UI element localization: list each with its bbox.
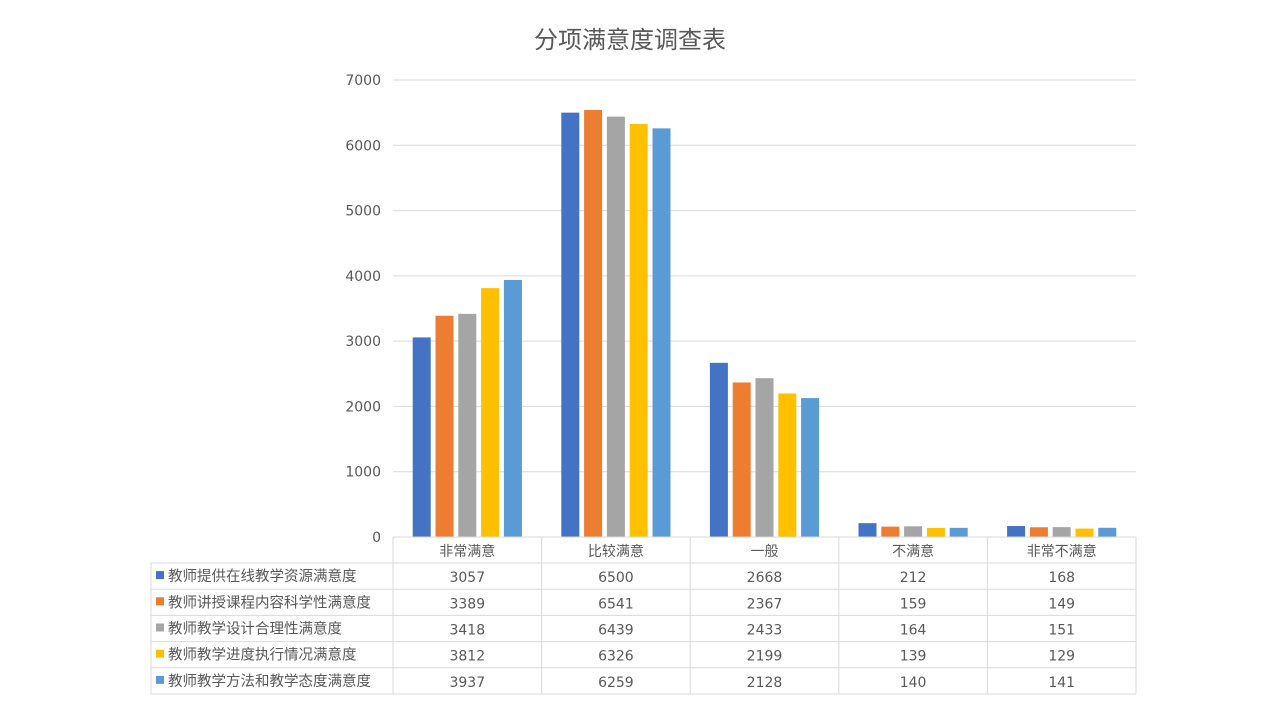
table-cell: 129 (1048, 649, 1075, 665)
legend-swatch (156, 649, 164, 658)
legend-label: 教师教学方法和教学态度满意度 (168, 672, 371, 690)
bar: 教师教学进度执行情况满意度 非常不满意: 129 (1075, 528, 1094, 537)
table-cell: 3812 (449, 649, 485, 665)
y-tick-label: 1000 (345, 465, 381, 481)
x-tick-label: 非常不满意 (1027, 543, 1097, 560)
table-cell: 140 (900, 675, 927, 691)
table-cell: 212 (900, 570, 927, 586)
legend-swatch (156, 623, 164, 632)
bar: 教师教学进度执行情况满意度 一般: 2199 (778, 393, 797, 537)
table-cell: 6500 (598, 570, 634, 586)
legend-label: 教师讲授课程内容科学性满意度 (168, 593, 371, 611)
x-tick-label: 一般 (751, 544, 779, 560)
bar: 教师教学设计合理性满意度 非常满意: 3418 (458, 313, 477, 537)
bar: 教师讲授课程内容科学性满意度 一般: 2367 (732, 382, 751, 537)
bars: 教师提供在线教学资源满意度 非常满意: 3057 教师提供在线教学资源满意度 比较… (412, 109, 1117, 538)
table-cell: 6439 (598, 623, 634, 639)
bar: 教师教学方法和教学态度满意度 不满意: 140 (949, 527, 968, 537)
table-cell: 3389 (449, 596, 485, 612)
y-tick-label: 0 (372, 530, 381, 546)
legend-label: 教师教学进度执行情况满意度 (168, 646, 357, 664)
table-cell: 6259 (598, 675, 634, 691)
bar: 教师提供在线教学资源满意度 比较满意: 6500 (561, 112, 580, 538)
bar: 教师教学进度执行情况满意度 不满意: 139 (926, 527, 945, 537)
bar: 教师教学设计合理性满意度 非常不满意: 151 (1052, 527, 1071, 537)
table-cell: 3057 (449, 570, 485, 586)
x-tick-label: 非常满意 (439, 543, 495, 560)
legend-label: 教师提供在线教学资源满意度 (168, 567, 357, 585)
bar: 教师讲授课程内容科学性满意度 非常不满意: 149 (1029, 527, 1048, 537)
table-cell: 2668 (747, 570, 783, 586)
y-tick-label: 3000 (345, 334, 381, 350)
bar: 教师讲授课程内容科学性满意度 比较满意: 6541 (584, 109, 603, 538)
table-cell: 3418 (449, 623, 485, 639)
table-cell: 141 (1048, 675, 1075, 691)
legend-swatch (156, 597, 164, 606)
bar: 教师讲授课程内容科学性满意度 非常满意: 3389 (435, 315, 454, 537)
bar: 教师教学设计合理性满意度 一般: 2433 (755, 378, 774, 537)
y-tick-label: 2000 (345, 399, 381, 415)
y-tick-label: 4000 (345, 269, 381, 285)
table-cell: 149 (1048, 596, 1075, 612)
y-tick-label: 7000 (345, 73, 381, 89)
bar: 教师提供在线教学资源满意度 不满意: 212 (858, 523, 877, 537)
x-tick-label: 不满意 (892, 543, 934, 560)
bar: 教师教学方法和教学态度满意度 非常满意: 3937 (503, 279, 522, 537)
bar: 教师教学进度执行情况满意度 比较满意: 6326 (629, 124, 648, 538)
table-cell: 139 (900, 649, 927, 665)
table-cell: 159 (900, 596, 927, 612)
bar: 教师教学进度执行情况满意度 非常满意: 3812 (481, 288, 500, 537)
table-cell: 3937 (449, 675, 485, 691)
table-cell: 2433 (747, 623, 783, 639)
bar: 教师教学方法和教学态度满意度 非常不满意: 141 (1098, 527, 1117, 537)
table-cell: 6326 (598, 649, 634, 665)
bar: 教师教学设计合理性满意度 比较满意: 6439 (606, 116, 625, 538)
y-tick-label: 5000 (345, 204, 381, 220)
table-cell: 168 (1048, 570, 1075, 586)
table-cell: 2367 (747, 596, 783, 612)
y-tick-label: 6000 (345, 138, 381, 154)
table-cell: 2199 (747, 649, 783, 665)
chart-title: 分项满意度调查表 (534, 26, 726, 54)
y-axis-ticks: 0 1000 2000 3000 4000 5000 6000 7000 (345, 73, 381, 546)
bar: 教师教学方法和教学态度满意度 一般: 2128 (801, 398, 820, 537)
table-cell: 6541 (598, 596, 634, 612)
bar: 教师提供在线教学资源满意度 一般: 2668 (709, 362, 728, 537)
table-cell: 151 (1048, 623, 1075, 639)
legend-swatch (156, 571, 164, 580)
x-tick-label: 比较满意 (588, 543, 644, 560)
bar: 教师提供在线教学资源满意度 非常满意: 3057 (412, 337, 431, 537)
table-cell: 164 (900, 623, 927, 639)
table-cell: 2128 (747, 675, 783, 691)
legend-label: 教师教学设计合理性满意度 (168, 620, 342, 638)
bar: 教师教学设计合理性满意度 不满意: 164 (904, 526, 923, 537)
bar: 教师讲授课程内容科学性满意度 不满意: 159 (881, 526, 900, 537)
legend-swatch (156, 675, 164, 684)
bar: 教师提供在线教学资源满意度 非常不满意: 168 (1007, 526, 1026, 537)
bar: 教师教学方法和教学态度满意度 比较满意: 6259 (652, 128, 671, 537)
